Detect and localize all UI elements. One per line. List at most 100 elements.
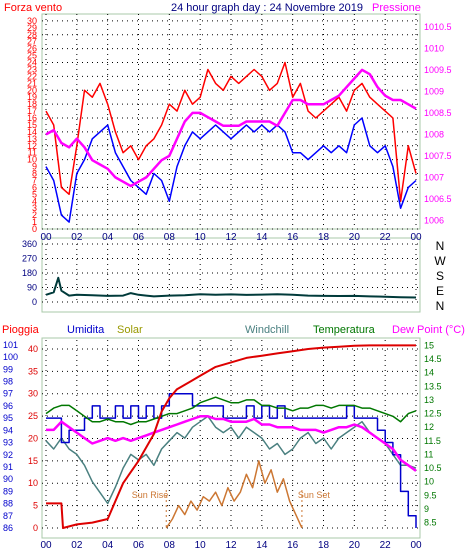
top-x-tick-label: 20 xyxy=(349,232,361,243)
humidity-tick-label: 92 xyxy=(3,450,13,460)
humidity-tick-label: 89 xyxy=(3,486,13,496)
pressure-tick-label: 1010 xyxy=(424,43,444,53)
wind-tick-label: 9 xyxy=(32,162,37,172)
blue_trace-series-line xyxy=(45,117,417,223)
temperature-tick-label: 9 xyxy=(424,504,429,514)
top-x-tick-label: 04 xyxy=(102,232,114,243)
wind-tick-label: 2 xyxy=(32,210,37,220)
humidity-tick-label: 93 xyxy=(3,438,13,448)
wind-tick-label: 23 xyxy=(27,64,37,74)
pressure-tick-label: 1007.5 xyxy=(424,151,452,161)
wind-tick-label: 6 xyxy=(32,182,37,192)
windchill-series-line xyxy=(45,415,417,505)
humidity-tick-label: 99 xyxy=(3,364,13,374)
temperature-tick-label: 9.5 xyxy=(424,490,437,500)
rain-tick-label: 35 xyxy=(28,366,38,376)
top-gridlines xyxy=(42,14,420,230)
wind-tick-label: 3 xyxy=(32,203,37,213)
wind-tick-label: 30 xyxy=(27,16,37,26)
compass-label: N xyxy=(436,299,445,313)
humidity-tick-label: 87 xyxy=(3,511,13,521)
wind-tick-label: 17 xyxy=(27,106,37,116)
wind-tick-label: 19 xyxy=(27,92,37,102)
bottom-x-tick-label: 02 xyxy=(71,540,83,551)
wind-tick-label: 10 xyxy=(27,155,37,165)
temperature-tick-label: 10 xyxy=(424,477,434,487)
humidity-tick-label: 98 xyxy=(3,377,13,387)
pressure-tick-label: 1010.5 xyxy=(424,22,452,32)
windchill-legend: Windchill xyxy=(245,324,289,336)
top-x-tick-label: 00 xyxy=(410,232,422,243)
dewpoint-legend: Dew Point (°C) xyxy=(392,324,465,336)
bottom-x-tick-label: 00 xyxy=(40,540,52,551)
pressure-tick-label: 1009.5 xyxy=(424,65,452,75)
wind-tick-label: 5 xyxy=(32,189,37,199)
wind-tick-label: 11 xyxy=(28,148,37,158)
wind-tick-label: 14 xyxy=(27,127,37,137)
rain-tick-label: 40 xyxy=(28,344,38,354)
wind-tick-label: 12 xyxy=(27,141,37,151)
wind-tick-label: 1 xyxy=(32,217,37,227)
humidity-tick-label: 97 xyxy=(3,389,13,399)
top-x-tick-label: 16 xyxy=(287,232,299,243)
bottom-x-tick-label: 04 xyxy=(102,540,114,551)
compass-label: E xyxy=(436,284,444,298)
bottom-x-tick-label: 14 xyxy=(256,540,268,551)
pressure-series-line xyxy=(45,68,417,188)
bottom-series: Sun Rise Sun Set xyxy=(45,344,417,529)
rain-tick-label: 25 xyxy=(28,411,38,421)
compass-label: N xyxy=(436,239,445,253)
humidity-series-line xyxy=(46,392,417,528)
compass-label: W xyxy=(434,254,446,268)
top-axes: 00 02 04 06 08 10 12 14 16 18 20 22 0001234567891011… xyxy=(27,16,452,243)
wind-tick-label: 21 xyxy=(27,78,37,88)
wind-tick-label: 22 xyxy=(27,71,37,81)
pressure-tick-label: 1009 xyxy=(424,86,444,96)
humidity-tick-label: 96 xyxy=(3,401,13,411)
direction-tick-label: 360 xyxy=(22,239,37,249)
wind-series-line xyxy=(45,61,417,203)
wind-tick-label: 13 xyxy=(27,134,37,144)
solar-legend: Solar xyxy=(117,324,143,336)
top-x-tick-label: 10 xyxy=(195,232,207,243)
humidity-tick-label: 88 xyxy=(3,499,13,509)
temperature-legend: Temperatura xyxy=(313,324,376,336)
bottom-x-tick-label: 00 xyxy=(410,540,422,551)
bottom-x-tick-label: 10 xyxy=(195,540,207,551)
pressure-tick-label: 1008.5 xyxy=(424,108,452,118)
direction-gridlines xyxy=(42,243,420,303)
wind-tick-label: 25 xyxy=(27,51,37,61)
top-series xyxy=(45,61,417,223)
humidity-tick-label: 90 xyxy=(3,474,13,484)
bottom-x-tick-label: 22 xyxy=(380,540,392,551)
direction-panel-frame xyxy=(41,237,421,313)
bottom-x-tick-label: 18 xyxy=(318,540,330,551)
humidity-tick-label: 94 xyxy=(3,425,13,435)
rain-series-line xyxy=(46,344,416,529)
wind-tick-label: 4 xyxy=(32,196,37,206)
bottom-x-tick-label: 12 xyxy=(225,540,237,551)
direction-tick-label: 90 xyxy=(27,283,37,293)
rain-tick-label: 20 xyxy=(28,433,38,443)
chart-title: 24 hour graph day : 24 Novembre 2019 xyxy=(171,2,363,14)
wind-tick-label: 28 xyxy=(27,30,37,40)
rain-legend: Pioggia xyxy=(2,324,40,336)
wind-tick-label: 27 xyxy=(27,37,37,47)
direction-series xyxy=(45,276,417,299)
temperature-tick-label: 12 xyxy=(424,422,434,432)
dewpoint-series-line xyxy=(46,415,417,472)
direction-tick-label: 0 xyxy=(32,297,37,307)
wind-tick-label: 24 xyxy=(27,58,37,68)
temperature-tick-label: 11 xyxy=(424,449,433,459)
top-x-tick-label: 18 xyxy=(318,232,330,243)
rain-tick-label: 0 xyxy=(33,523,38,533)
pressure-tick-label: 1007 xyxy=(424,172,444,182)
temperature-series-line xyxy=(45,396,417,426)
wind-tick-label: 8 xyxy=(32,169,37,179)
temperature-tick-label: 15 xyxy=(424,340,434,350)
top-x-tick-label: 14 xyxy=(256,232,268,243)
